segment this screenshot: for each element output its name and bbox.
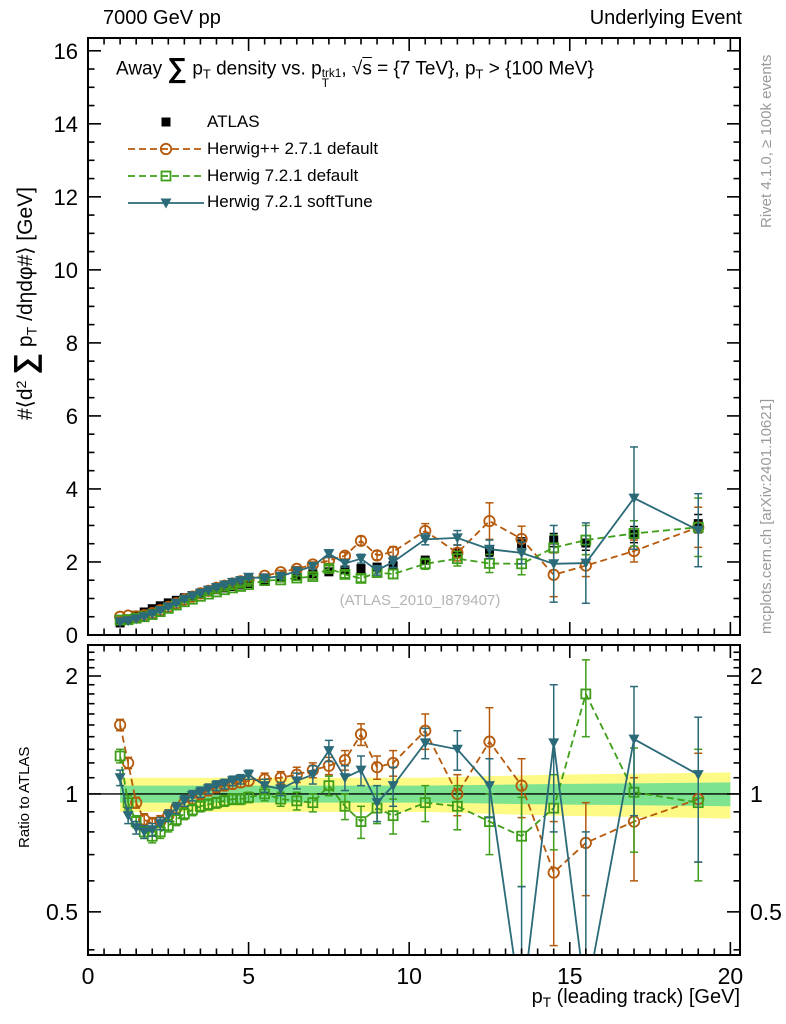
series-ratio-herwig-7-2-1-default [114, 659, 704, 888]
y-main-tick-label: 4 [66, 477, 78, 502]
y-ratio-tick-label-right: 2 [750, 663, 763, 689]
y-axis-label-main: #⟨d2 ∑ pT /dηdφ#⟩ [GeV] [8, 186, 42, 420]
y-ratio-tick-label-left: 1 [65, 781, 78, 807]
y-main-tick-label: 2 [66, 550, 78, 575]
x-axis-label: pT (leading track) [GeV] [531, 986, 740, 1011]
analysis-id-watermark: (ATLAS_2010_I879407) [339, 592, 501, 609]
x-tick-label: 5 [242, 963, 255, 989]
series-main-atlas [115, 513, 703, 628]
y-ratio-tick-label-left: 2 [65, 663, 78, 689]
legend-label-herwigpp: Herwig++ 2.7.1 default [207, 139, 379, 158]
beam-info: 7000 GeV pp [103, 7, 221, 29]
y-main-tick-label: 8 [66, 331, 78, 356]
legend-markers [128, 117, 204, 209]
legend-label-herwig7-softtune: Herwig 7.2.1 softTune [207, 192, 373, 211]
main-panel-frame [87, 37, 741, 636]
x-tick-label: 10 [396, 963, 422, 989]
plot-title: Away ∑ pT density vs. p trk1 T, √s = {7 Te… [116, 52, 594, 91]
ratio-panel-frame [87, 644, 741, 956]
y-main-tick-label: 0 [66, 623, 78, 648]
y-main-tick-label: 6 [66, 404, 78, 429]
legend-label-atlas: ATLAS [207, 112, 260, 131]
series-main-herwig-7-2-1-softtune [114, 446, 704, 628]
y-main-tick-label: 16 [54, 39, 78, 64]
x-tick-label: 20 [718, 963, 744, 989]
series-ratio-herwig-2-7-1-default [114, 706, 705, 947]
series-ratio-herwig-7-2-1-softtune [114, 683, 704, 955]
y-ratio-tick-label-right: 0.5 [750, 899, 782, 925]
x-tick-label: 0 [82, 963, 95, 989]
mcplots-arxiv-note: mcplots.cern.ch [arXiv:2401.10621] [758, 398, 775, 634]
legend-label-herwig7-default: Herwig 7.2.1 default [207, 166, 359, 185]
y-ratio-tick-label-left: 0.5 [46, 899, 78, 925]
y-axis-label-ratio: Ratio to ATLAS [16, 746, 33, 848]
y-main-tick-label: 12 [54, 185, 78, 210]
axis-ticks [87, 38, 740, 955]
x-tick-label: 15 [557, 963, 583, 989]
y-main-tick-label: 14 [54, 112, 78, 137]
rivet-version-note: Rivet 4.1.0, ≥ 100k events [758, 54, 775, 228]
y-main-tick-label: 10 [54, 258, 78, 283]
analysis-group: Underlying Event [589, 7, 742, 29]
y-ratio-tick-label-right: 1 [750, 781, 763, 807]
